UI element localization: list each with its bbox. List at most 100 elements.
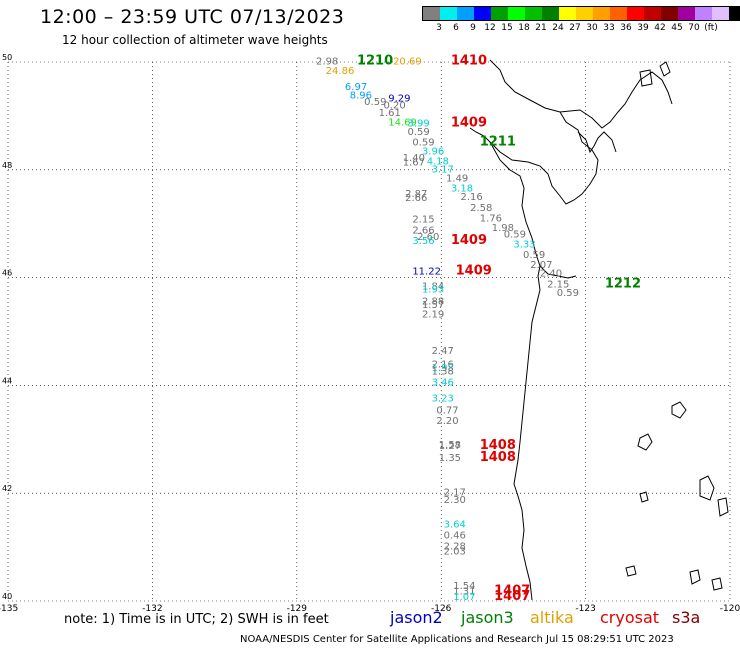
wave-height-label: 2.16 (460, 192, 482, 203)
color-legend-swatch (712, 7, 729, 20)
color-legend-labels: 3 6 9 12 15 18 21 24 27 30 33 36 39 42 45 70 (ft) (422, 21, 740, 35)
pass-time-label: 1409 (451, 233, 487, 248)
color-legend-label: (ft) (704, 23, 718, 33)
wave-height-label: 14.69 (388, 118, 417, 129)
color-legend-label: 36 (620, 23, 632, 33)
coastline (469, 59, 673, 601)
wave-height-label: 2.16 (432, 360, 454, 371)
wave-height-label: 1.67 (403, 157, 425, 168)
color-legend-swatch (661, 7, 678, 20)
wave-height-label: 2.20 (436, 416, 458, 427)
satellite-legend-item: s3a (672, 608, 701, 627)
wave-height-label: 1.40 (403, 153, 425, 164)
wave-height-label: 1.93 (432, 363, 454, 374)
wave-height-label: 0.77 (436, 405, 458, 416)
longitude-tick-label: -129 (287, 604, 308, 614)
wave-height-label: 24.86 (326, 66, 355, 77)
latitude-tick-label: 46 (2, 269, 12, 278)
wave-height-label: 1.38 (432, 367, 454, 378)
wave-height-label: 0.20 (383, 100, 405, 111)
color-legend-swatch (440, 7, 457, 20)
color-legend-swatch (644, 7, 661, 20)
color-legend-swatch (610, 7, 627, 20)
color-legend-swatch (627, 7, 644, 20)
axis-labels: -135 -132 -129 -126 -123 -120 50 48 46 44 42 40 (0, 53, 740, 614)
wave-height-label: 2.28 (444, 541, 466, 552)
color-legend-label: 6 (453, 23, 459, 33)
satellite-legend-item: jason3 (461, 608, 514, 627)
wave-height-label: 2.30 (444, 495, 466, 506)
wave-height-label: 3.96 (422, 147, 444, 158)
wave-height-label: 1.49 (446, 174, 468, 185)
latitude-tick-label: 42 (2, 484, 12, 493)
wave-height-label: 1.35 (439, 453, 461, 464)
color-legend-label: 24 (552, 23, 564, 33)
color-legend-swatch (423, 7, 440, 20)
pass-time-label: 1409 (456, 263, 492, 278)
wave-height-label: 2.03 (444, 547, 466, 558)
wave-height-label: 8.96 (350, 91, 372, 102)
wave-height-label: 1.98 (492, 223, 514, 234)
wave-height-label: 2.17 (444, 487, 466, 498)
wave-height-label: 3.46 (432, 377, 454, 388)
page-subtitle: 12 hour collection of altimeter wave hei… (62, 33, 328, 47)
color-legend-swatch (474, 7, 491, 20)
wave-height-label: 0.59 (364, 97, 386, 108)
color-legend-label: 21 (535, 23, 547, 33)
color-legend-swatch (593, 7, 610, 20)
wave-height-label: 0.59 (523, 250, 545, 261)
color-legend: 3 6 9 12 15 18 21 24 27 30 33 36 39 42 45 70 (ft) (422, 6, 740, 35)
page-title: 12:00 – 23:59 UTC 07/13/2023 (40, 6, 345, 28)
color-legend-label: 12 (484, 23, 496, 33)
pass-time-label: 1410 (451, 54, 487, 69)
color-legend-label: 42 (654, 23, 666, 33)
pass-time-label: 1408 (480, 438, 516, 453)
wave-height-label: 1.93 (422, 285, 444, 296)
footer-note: note: 1) Time is in UTC; 2) SWH is in fe… (64, 612, 329, 627)
wave-height-label: 11.22 (412, 266, 441, 277)
color-legend-swatch (457, 7, 474, 20)
wave-height-label: 2.47 (432, 346, 454, 357)
satellite-legend-item: cryosat (600, 608, 660, 627)
longitude-tick-label: -120 (720, 604, 740, 614)
color-legend-label: 33 (603, 23, 615, 33)
pass-time-label: 1210 (357, 54, 393, 69)
wave-height-label: 2.66 (405, 193, 427, 204)
pass-time-label: 1408 (480, 450, 516, 465)
color-legend-label: 18 (518, 23, 530, 33)
pass-time-label: 1212 (605, 276, 641, 291)
color-legend-label: 70 (688, 23, 700, 33)
wave-height-label: 1.58 (439, 440, 461, 451)
satellite-legend-item: altika (530, 608, 574, 627)
wave-height-label: 2.40 (540, 269, 562, 280)
wave-height-label: 1.61 (379, 108, 401, 119)
latitude-tick-label: 48 (2, 161, 12, 170)
wave-height-label: 1.57 (422, 300, 444, 311)
wave-height-label: 2.07 (530, 260, 552, 271)
color-legend-label: 27 (569, 23, 581, 33)
wave-height-label: 3.23 (432, 394, 454, 405)
color-legend-label: 3 (436, 23, 442, 33)
wave-height-label: 6.97 (345, 82, 367, 93)
pass-time-label: 1409 (451, 116, 487, 131)
wave-height-label: 2.87 (405, 189, 427, 200)
color-legend-swatch (491, 7, 508, 20)
color-legend-swatch (525, 7, 542, 20)
wave-height-label: 3.99 (408, 119, 430, 130)
wave-height-label: 3.64 (444, 520, 466, 531)
wave-height-label: 1.31 (453, 587, 475, 598)
wave-height-label: 3.17 (432, 164, 454, 175)
wave-height-label: 2.19 (422, 309, 444, 320)
color-legend-label: 30 (586, 23, 598, 33)
latitude-tick-label: 44 (2, 376, 12, 385)
wave-height-label: 1.27 (439, 441, 461, 452)
satellite-legend-item: jason2 (390, 608, 443, 627)
latitude-tick-label: 40 (2, 592, 12, 601)
color-legend-swatch (576, 7, 593, 20)
wave-height-label: 2.15 (547, 279, 569, 290)
color-legend-label: 15 (501, 23, 513, 33)
credit-line: NOAA/NESDIS Center for Satellite Applica… (240, 634, 674, 645)
wave-height-label: 1.84 (422, 281, 444, 292)
wave-height-label: 9.29 (388, 93, 410, 104)
